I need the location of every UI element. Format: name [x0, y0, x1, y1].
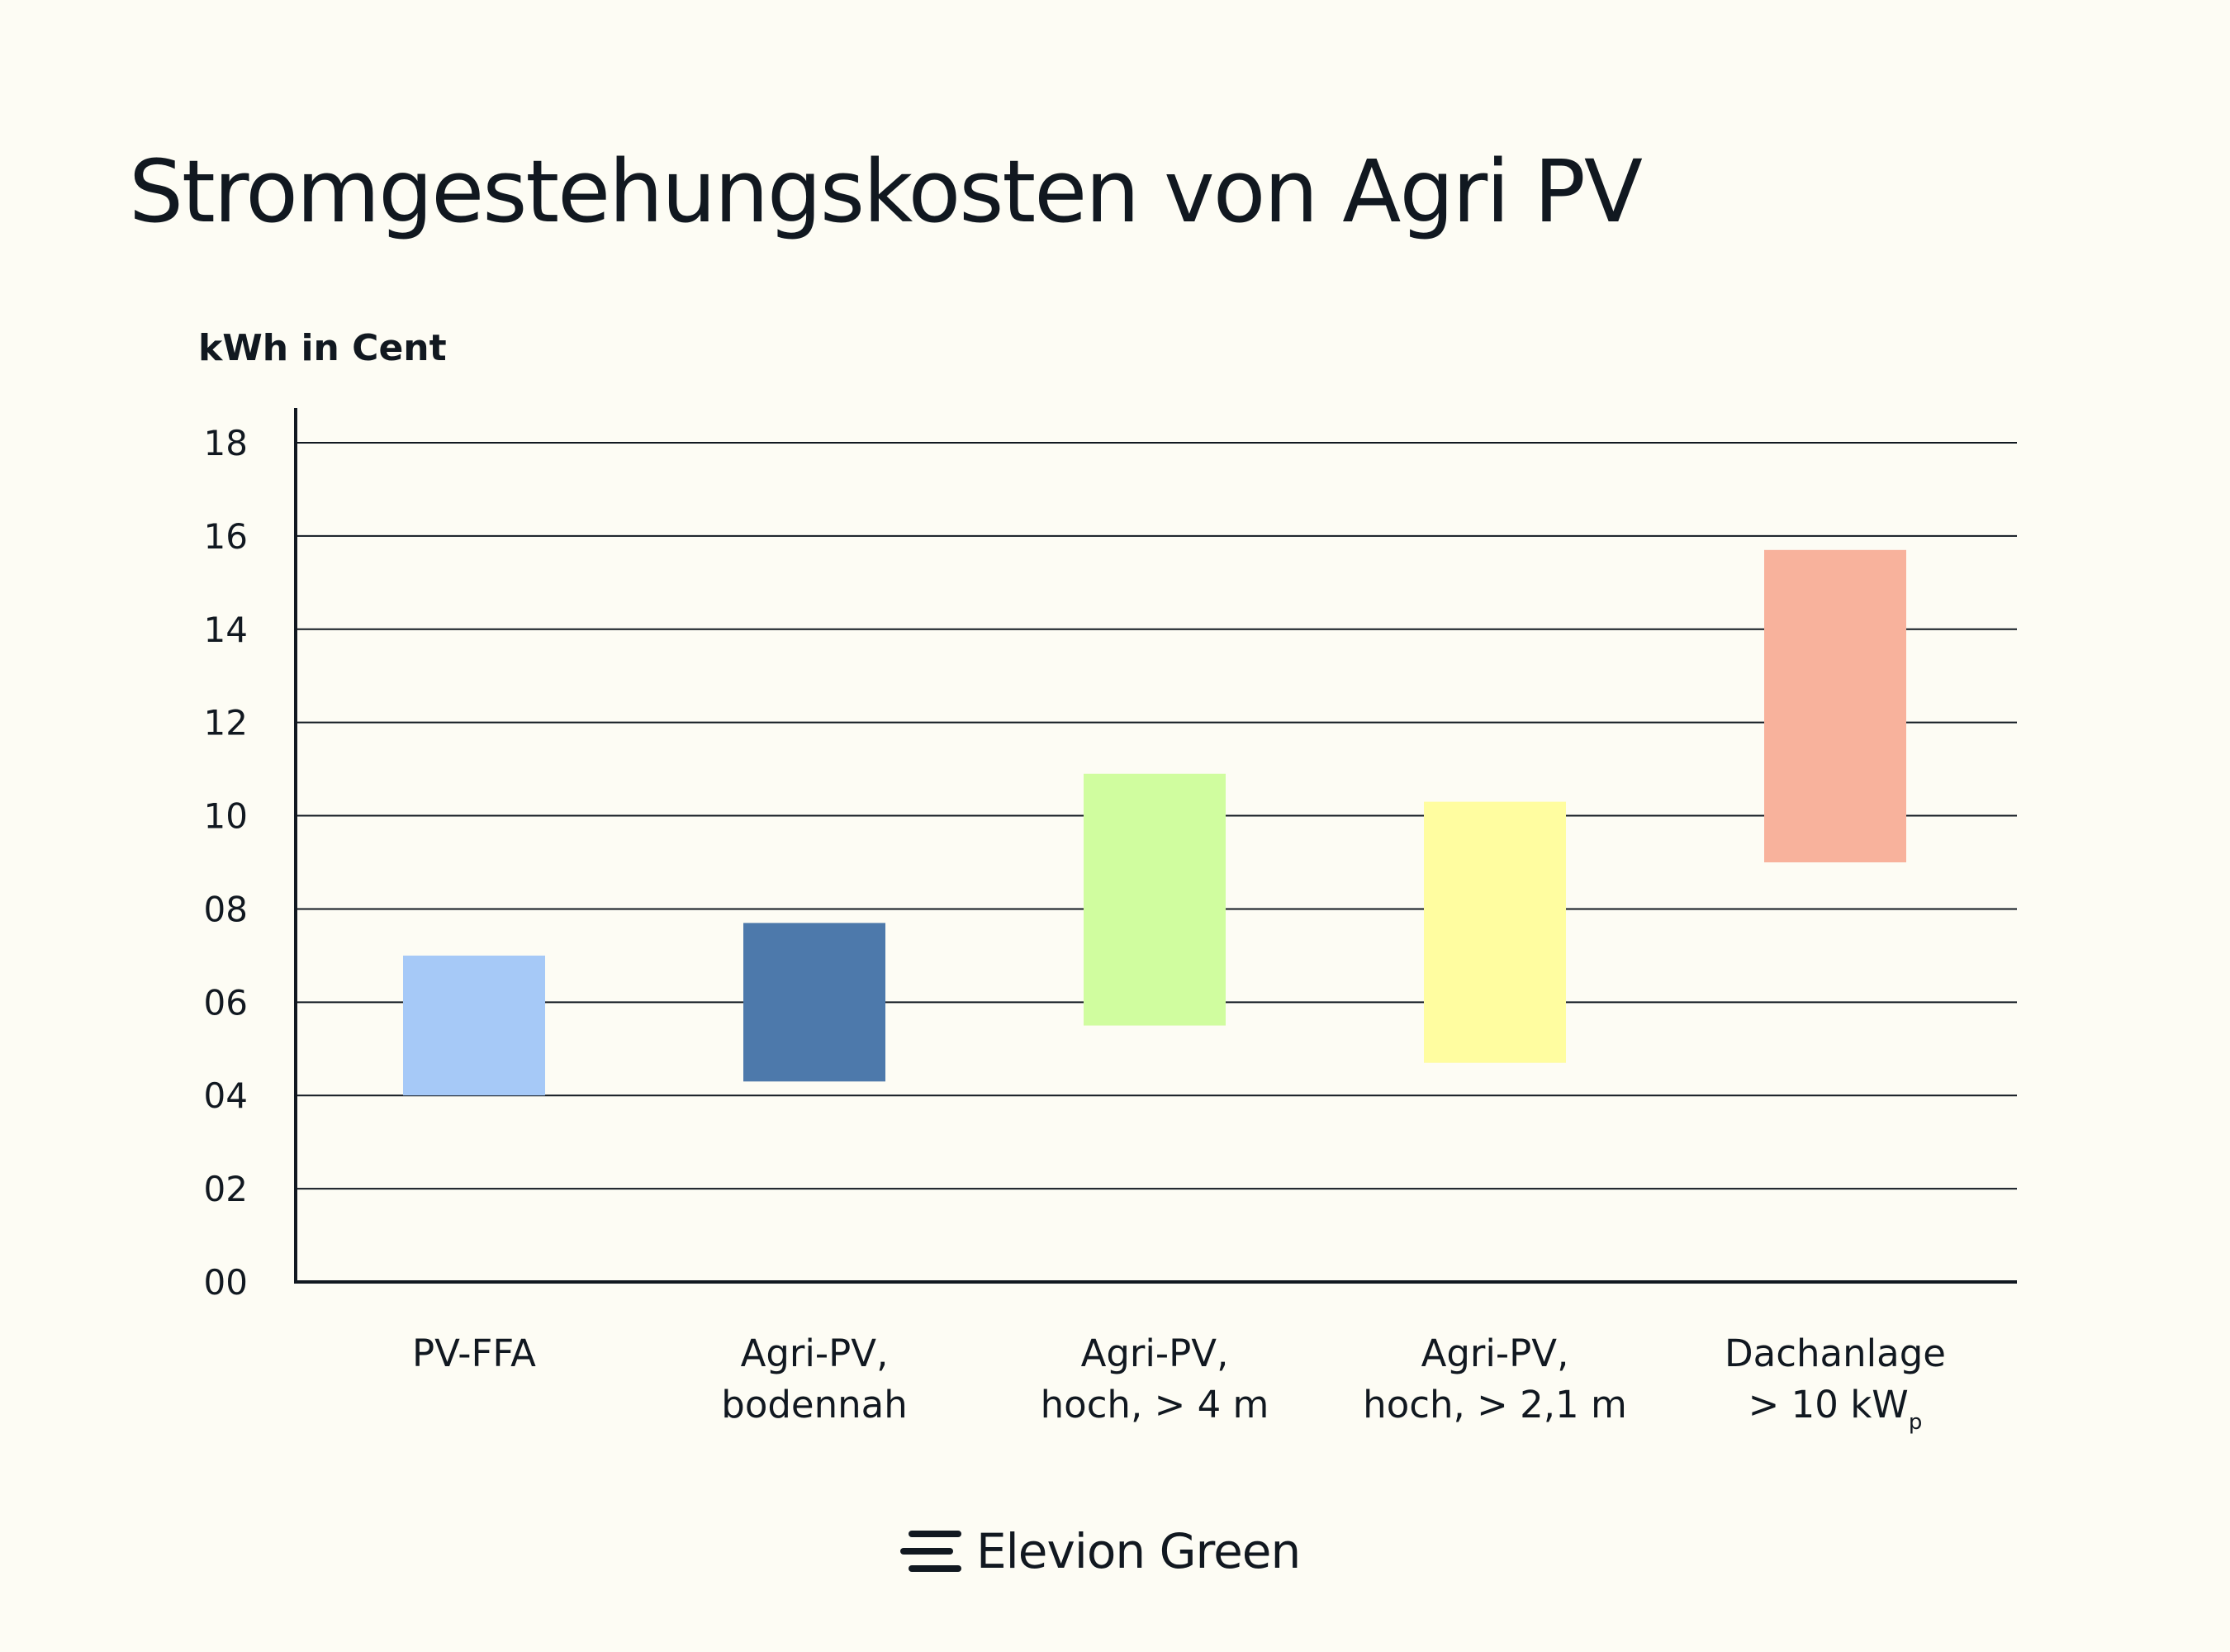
y-tick-label: 10 — [204, 796, 248, 837]
range-bar — [1764, 549, 1906, 862]
chart-plot: 00 02 04 06 08 10 12 14 16 18 — [204, 408, 2017, 1303]
x-category-label-line: Agri-PV, — [740, 1332, 889, 1375]
y-tick-label: 02 — [204, 1169, 248, 1209]
range-bar — [743, 923, 885, 1082]
chart-title: Stromgestehungskosten von Agri PV — [129, 141, 1643, 242]
y-tick-label: 08 — [204, 889, 248, 929]
y-tick-label: 14 — [204, 610, 248, 650]
x-category-label: Agri-PV, hoch, > 2,1 m — [1321, 1328, 1668, 1431]
y-tick-label: 06 — [204, 982, 248, 1023]
x-category-label-line: hoch, > 4 m — [1040, 1383, 1269, 1427]
range-bar — [1084, 773, 1226, 1026]
x-category-label: Dachanlage > 10 kWp — [1662, 1328, 2009, 1435]
x-category-label-line: Agri-PV, — [1421, 1332, 1569, 1375]
y-axis-label: kWh in Cent — [198, 327, 447, 369]
brand-name: Elevion Green — [976, 1523, 1301, 1579]
x-category-label-subscript: p — [1908, 1410, 1923, 1435]
y-tick-label: 12 — [204, 703, 248, 743]
x-category-label-line: PV-FFA — [412, 1332, 536, 1375]
elevion-logo-icon — [900, 1531, 961, 1572]
x-category-label-line: hoch, > 2,1 m — [1363, 1383, 1627, 1427]
y-tick-label: 16 — [204, 516, 248, 557]
y-tick-label: 04 — [204, 1075, 248, 1116]
x-category-label: Agri-PV, bodennah — [641, 1328, 988, 1431]
x-category-label-line: Dachanlage — [1725, 1332, 1946, 1375]
brand-footer: Elevion Green — [900, 1518, 1301, 1584]
x-category-label-line: bodennah — [721, 1383, 908, 1427]
y-tick-label: 18 — [204, 423, 248, 463]
x-category-label-line: > 10 kWp — [1748, 1383, 1923, 1435]
x-category-label-line: Agri-PV, — [1080, 1332, 1229, 1375]
y-tick-label: 00 — [204, 1262, 248, 1303]
range-bar — [403, 955, 545, 1096]
range-bar — [1424, 801, 1566, 1063]
x-category-label: Agri-PV, hoch, > 4 m — [981, 1328, 1328, 1431]
x-category-label: PV-FFA — [301, 1328, 648, 1379]
